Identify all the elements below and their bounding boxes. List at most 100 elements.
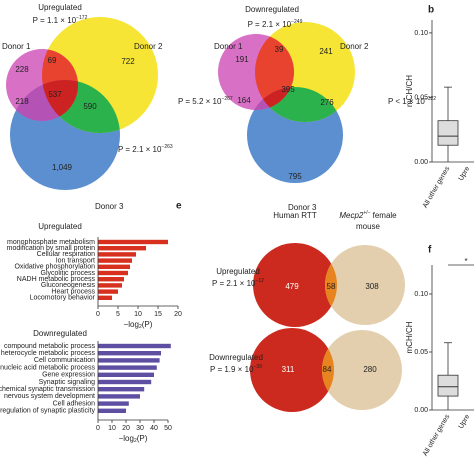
category-label: Glycolitic process [41,270,96,277]
category-label: regulation of synaptic plasticity [0,408,95,415]
x-tick-label: 30 [136,425,144,432]
category-label: Heart process [51,288,95,295]
count: 39 [275,45,284,54]
category-label: Upre [458,165,472,182]
count: 241 [319,47,333,56]
count: 1,049 [52,163,73,172]
panel-letter: b [428,5,434,16]
column-title: Human RTT [273,211,317,220]
donor-label: Donor 1 [2,42,31,51]
x-axis-label-part: (P) [142,320,153,329]
bar [98,270,128,276]
category-label: NADH metabolic process [17,276,96,283]
count: 280 [363,365,377,374]
bar [98,394,140,399]
x-tick-label: 10 [134,311,142,318]
x-tick-label: 5 [116,311,120,318]
x-axis-label-sub: 2 [139,324,142,330]
category-label: Oxidative phosphorylation [14,264,95,271]
count: 164 [237,96,251,105]
category-label: chemical synaptic transmission [0,386,95,393]
count: 311 [282,365,295,374]
category-label: Locomotory behavior [30,295,96,302]
y-axis-label: mCH/CH [405,321,414,353]
x-tick-label: 20 [174,311,182,318]
row-title: Downregulated [209,353,263,362]
bar [98,295,112,300]
category-label: compound metabolic process [4,343,96,350]
bar [98,252,136,257]
p-value: P < 1 × 10−322 [388,96,436,106]
bar [98,246,146,251]
panel-letter: e [176,201,182,212]
chart-title: Upregulated [38,222,82,231]
venn-downregulated [218,22,355,183]
y-tick-label: 0.00 [414,407,428,414]
row-title: Upregulated [216,267,260,276]
count: 84 [323,365,332,374]
donor-label: Donor 1 [214,42,243,51]
column-title: mouse [356,222,381,231]
count: 276 [320,98,334,107]
count: 537 [48,90,62,99]
donor-label: Donor 2 [134,42,163,51]
chart-title: Downregulated [33,329,87,338]
venn-upregulated [6,17,158,190]
donor-label: Donor 2 [340,42,369,51]
bar [98,289,118,294]
y-tick-label: 0.10 [414,30,428,37]
category-label: Gluconeogenesis [41,282,96,289]
count: 69 [48,56,57,65]
bar [98,277,124,282]
x-tick-label: 0 [96,311,100,318]
count: 395 [281,85,295,94]
x-tick-label: 10 [108,425,116,432]
bar [98,408,126,413]
count: 308 [365,282,379,291]
category-label: Cell communication [34,357,95,364]
bar [98,372,154,377]
count: 191 [235,55,249,64]
x-axis-label-sub: 2 [134,438,137,444]
x-axis-label-part: −log [124,320,139,329]
bar [98,264,130,269]
count: 722 [121,57,135,66]
y-axis-label: mCH/CH [405,75,414,107]
x-tick-label: 0 [96,425,100,432]
bar [98,365,157,370]
category-label: Gene expression [42,372,95,379]
category-label: nervous system development [4,393,95,400]
column-title: Mecp2+/− female [339,210,397,220]
category-label: Synaptic signaling [39,379,96,386]
category-label: Cellular respiration [37,251,95,258]
bar [98,258,132,263]
y-tick-label: 0.10 [414,291,428,298]
venn-title: Downregulated [245,5,299,14]
p-value: P = 1.1 × 10−172 [33,15,88,25]
count: 228 [15,65,29,74]
bar [98,387,145,392]
p-value: P = 2.1 × 10−249 [248,19,303,29]
venn-e-up [253,243,405,327]
count: 479 [285,282,299,291]
y-tick-label: 0.05 [414,349,428,356]
bar [98,358,160,363]
donor-label: Donor 3 [95,202,124,211]
bar [98,401,129,406]
category-label: All other genes [422,413,452,457]
donor-label: Donor 3 [288,203,317,212]
p-value: P = 1.9 × 10−39 [210,364,262,374]
x-axis-label-part: −log [119,434,134,443]
bar [98,343,171,349]
significance: * [464,257,467,266]
bar [98,351,161,356]
category-label: heterocycle metabolic process [1,350,96,357]
bar [98,283,122,288]
category-label: Cell adhesion [53,400,96,407]
venn-e-down [250,328,402,412]
x-axis-label: −log2(P) [124,320,153,330]
count: 58 [327,282,336,291]
count: 795 [288,172,302,181]
category-label: Ion transport [56,257,95,264]
